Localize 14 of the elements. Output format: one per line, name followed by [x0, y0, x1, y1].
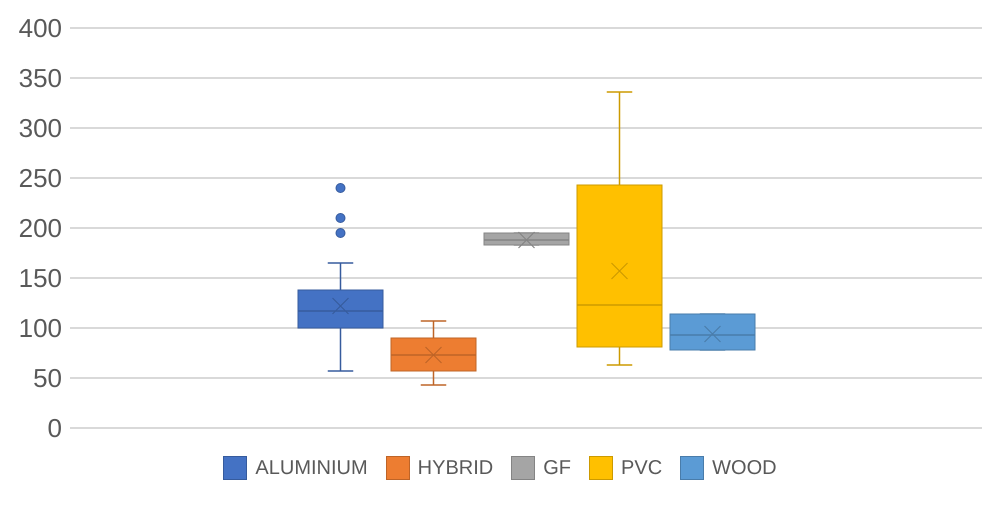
legend-label: PVC — [621, 456, 662, 480]
y-tick-label: 0 — [48, 413, 62, 444]
y-tick-label: 400 — [18, 13, 62, 44]
legend-label: GF — [543, 456, 572, 480]
y-tick-label: 200 — [18, 213, 62, 244]
y-tick-label: 250 — [18, 163, 62, 194]
legend-label: ALUMINIUM — [255, 456, 368, 480]
y-tick-label: 350 — [18, 63, 62, 94]
y-tick-label: 100 — [18, 313, 62, 344]
y-tick-label: 300 — [18, 113, 62, 144]
y-tick-label: 150 — [18, 263, 62, 294]
y-tick-label: 50 — [33, 363, 62, 394]
legend-label: WOOD — [712, 456, 777, 480]
legend-label: HYBRID — [418, 456, 494, 480]
